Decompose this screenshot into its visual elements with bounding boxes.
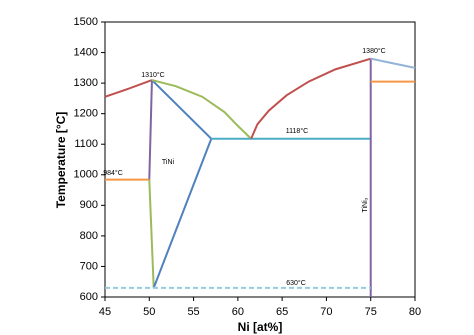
phase-line	[152, 138, 213, 289]
phase-line	[151, 79, 252, 140]
plot-frame	[104, 21, 416, 298]
y-tick-label: 800	[80, 230, 98, 242]
phase-line	[104, 79, 153, 98]
annotation: 984°C	[103, 169, 123, 177]
y-tick-label: 900	[80, 199, 98, 211]
annotation: TiNi	[162, 159, 175, 166]
x-tick-label: 75	[365, 306, 377, 318]
y-tick-label: 1200	[74, 108, 98, 120]
annotation: 1380°C	[362, 47, 385, 55]
phase-line	[151, 79, 212, 140]
annotation: TiNi₃	[362, 197, 369, 212]
x-tick-label: 55	[187, 306, 199, 318]
annotation: 1118°C	[286, 127, 308, 135]
y-tick-label: 1100	[74, 138, 98, 150]
y-tick-label: 1400	[74, 46, 98, 58]
y-tick-label: 600	[80, 291, 98, 303]
x-tick-label: 65	[276, 306, 288, 318]
x-tick-label: 50	[143, 306, 155, 318]
y-tick-label: 1300	[74, 77, 98, 89]
y-tick-label: 700	[80, 260, 98, 272]
x-axis-label: Ni [at%]	[238, 320, 283, 334]
x-tick-label: 70	[320, 306, 332, 318]
phase-line	[250, 57, 372, 140]
phase-line	[370, 57, 416, 69]
x-tick-label: 80	[409, 306, 421, 318]
annotation: 1310°C	[141, 71, 164, 79]
y-tick-label: 1500	[74, 16, 98, 28]
y-tick-label: 1000	[74, 169, 98, 181]
phase-line	[148, 179, 155, 288]
x-tick-label: 60	[232, 306, 244, 318]
x-tick-label: 45	[99, 306, 111, 318]
phase-line	[148, 80, 153, 180]
annotation: 630°C	[286, 279, 306, 287]
y-axis-label: Temperature [°C]	[54, 112, 68, 209]
